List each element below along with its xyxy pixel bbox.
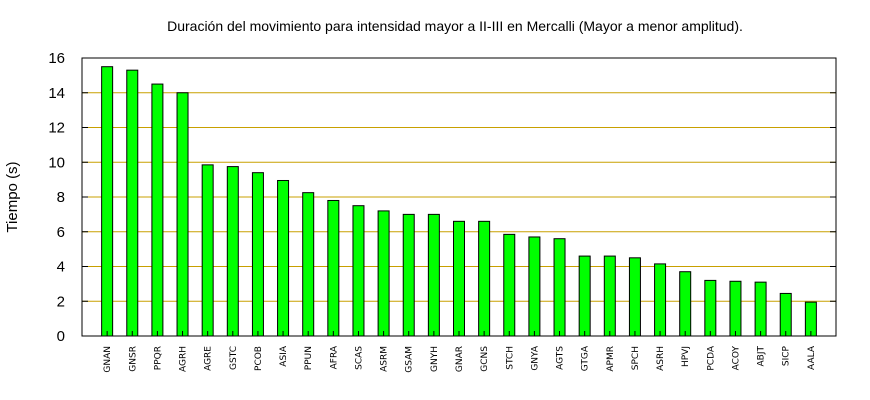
bars-group [101,66,817,337]
x-tick-label: GSTC [229,346,239,370]
y-tick-label: 14 [48,85,65,102]
bar-stch [503,233,516,337]
x-tick-label: AGRE [204,346,214,371]
x-tick-label: HPVJ [681,346,691,367]
y-tick-label: 8 [57,189,65,206]
x-tick-label: AGTS [556,346,566,370]
x-tick-label: GNAR [455,346,465,372]
bar-gcns [478,220,491,337]
x-tick-label: GSAM [405,346,415,373]
y-tick-label: 10 [48,154,65,171]
bar-gnan [101,66,114,337]
x-tick-label: GNSR [128,346,138,372]
chart-title: Duración del movimiento para intensidad … [167,18,743,34]
x-tick-label: ABJT [757,345,767,366]
bar-afra [327,199,340,337]
bar-ppun [302,192,315,337]
x-tick-label: GCNS [480,346,490,372]
bar-gsam [402,213,415,337]
bar-gtga [578,255,591,337]
x-tick-label: PCDA [706,345,716,370]
bar-gnar [453,220,465,337]
y-tick-label: 12 [48,120,65,137]
bar-agts [553,238,566,337]
x-tick-label: STCH [505,346,515,370]
bar-gnya [528,236,541,337]
y-axis-label: Tiempo (s) [4,161,21,232]
y-tick-label: 2 [57,293,65,310]
bar-sicp [779,292,792,337]
bar-aala [804,301,817,337]
x-tick-label: AGRH [179,346,189,372]
bar-gstc [226,166,239,337]
bar-spch [628,257,641,337]
bar-pcda [704,279,717,337]
x-tick-label: AFRA [329,345,339,369]
x-tick-label: AALA [807,345,817,370]
x-tick-label: GNYA [530,345,540,371]
bar-gnsr [126,69,139,337]
y-axis-ticks: 0 2 4 6 8 10 12 14 16 [48,50,836,345]
y-tick-label: 0 [57,328,65,345]
bar-asrm [377,210,390,337]
bar-scas [352,205,365,337]
x-tick-label: PPQR [153,346,163,370]
x-tick-label: APMR [606,346,616,372]
bar-asia [277,179,290,337]
bar-agrh [176,92,189,337]
bar-abjt [754,281,767,337]
x-tick-label: SICP [782,345,792,366]
x-tick-label: ACOY [731,346,741,371]
bar-apmr [603,255,616,337]
bar-agre [201,164,214,337]
bar-hpvj [679,271,692,337]
y-tick-label: 4 [57,259,65,276]
bar-gnyh [427,213,440,337]
y-tick-label: 16 [48,50,65,67]
bar-acoy [729,280,742,337]
x-tick-label: GTGA [581,345,591,371]
x-tick-label: GNYH [430,346,440,372]
x-tick-label: SPCH [631,346,641,370]
x-tick-label: ASRH [656,346,666,371]
x-axis-ticks: GNAN GNSR PPQR AGRH AGRE GSTC PCOB ASIA PPUN AFRA… [103,331,817,373]
x-tick-label: GNAN [103,346,113,373]
y-tick-label: 6 [57,224,65,241]
x-tick-label: ASRM [380,346,390,372]
x-tick-label: PPUN [304,346,314,370]
x-tick-label: PCOB [254,346,264,371]
bar-ppqr [151,83,164,337]
bar-pcob [251,172,264,337]
x-tick-label: ASIA [279,345,289,367]
bar-asrh [654,263,667,337]
x-tick-label: SCAS [354,346,364,370]
